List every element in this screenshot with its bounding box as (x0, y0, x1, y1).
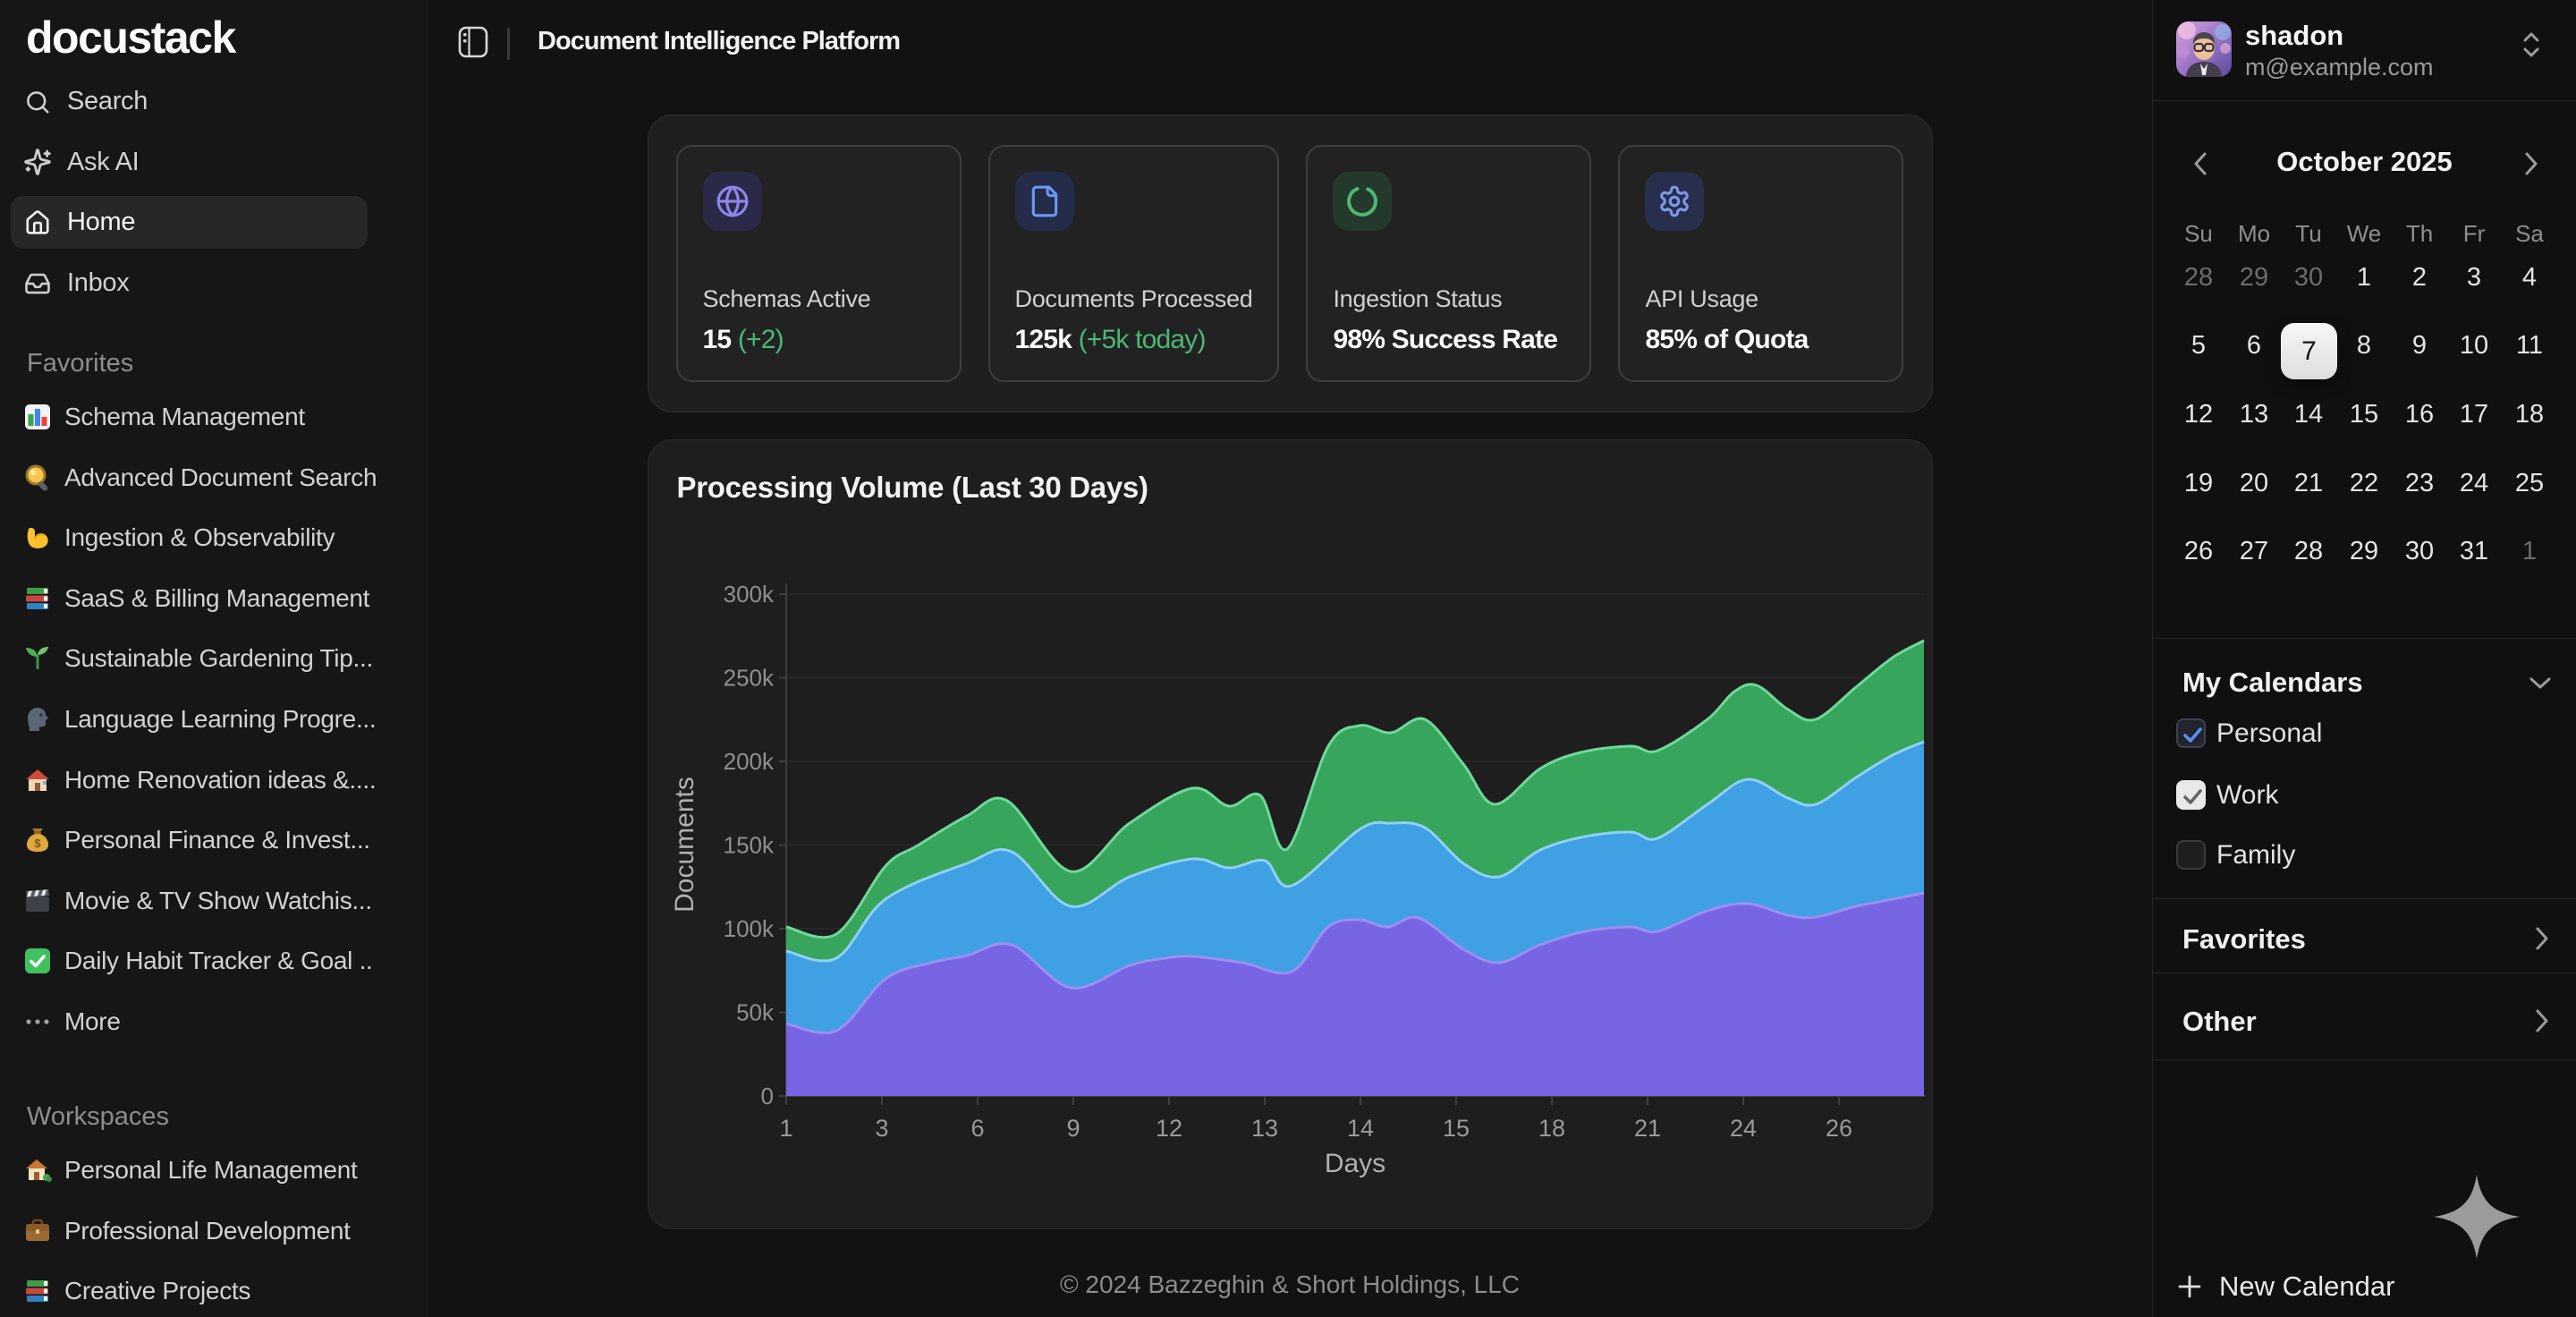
svg-text:100k: 100k (723, 915, 774, 942)
svg-text:Documents: Documents (670, 777, 699, 913)
svg-text:150k: 150k (723, 832, 774, 859)
svg-text:Days: Days (1324, 1149, 1385, 1178)
svg-text:12: 12 (1155, 1115, 1182, 1142)
svg-text:9: 9 (1066, 1115, 1080, 1142)
svg-text:21: 21 (1633, 1115, 1660, 1142)
svg-text:14: 14 (1346, 1115, 1373, 1142)
svg-text:50k: 50k (736, 999, 775, 1026)
svg-text:0: 0 (760, 1083, 773, 1109)
svg-text:6: 6 (970, 1115, 984, 1142)
svg-text:15: 15 (1442, 1115, 1469, 1142)
svg-text:1: 1 (779, 1115, 792, 1142)
svg-text:$: $ (34, 837, 41, 850)
svg-text:24: 24 (1729, 1115, 1756, 1142)
svg-text:300k: 300k (723, 581, 774, 608)
svg-text:200k: 200k (723, 748, 774, 775)
svg-text:18: 18 (1538, 1115, 1564, 1142)
svg-text:3: 3 (875, 1115, 888, 1142)
svg-text:250k: 250k (723, 665, 774, 692)
svg-text:13: 13 (1250, 1115, 1277, 1142)
svg-text:26: 26 (1825, 1115, 1852, 1142)
